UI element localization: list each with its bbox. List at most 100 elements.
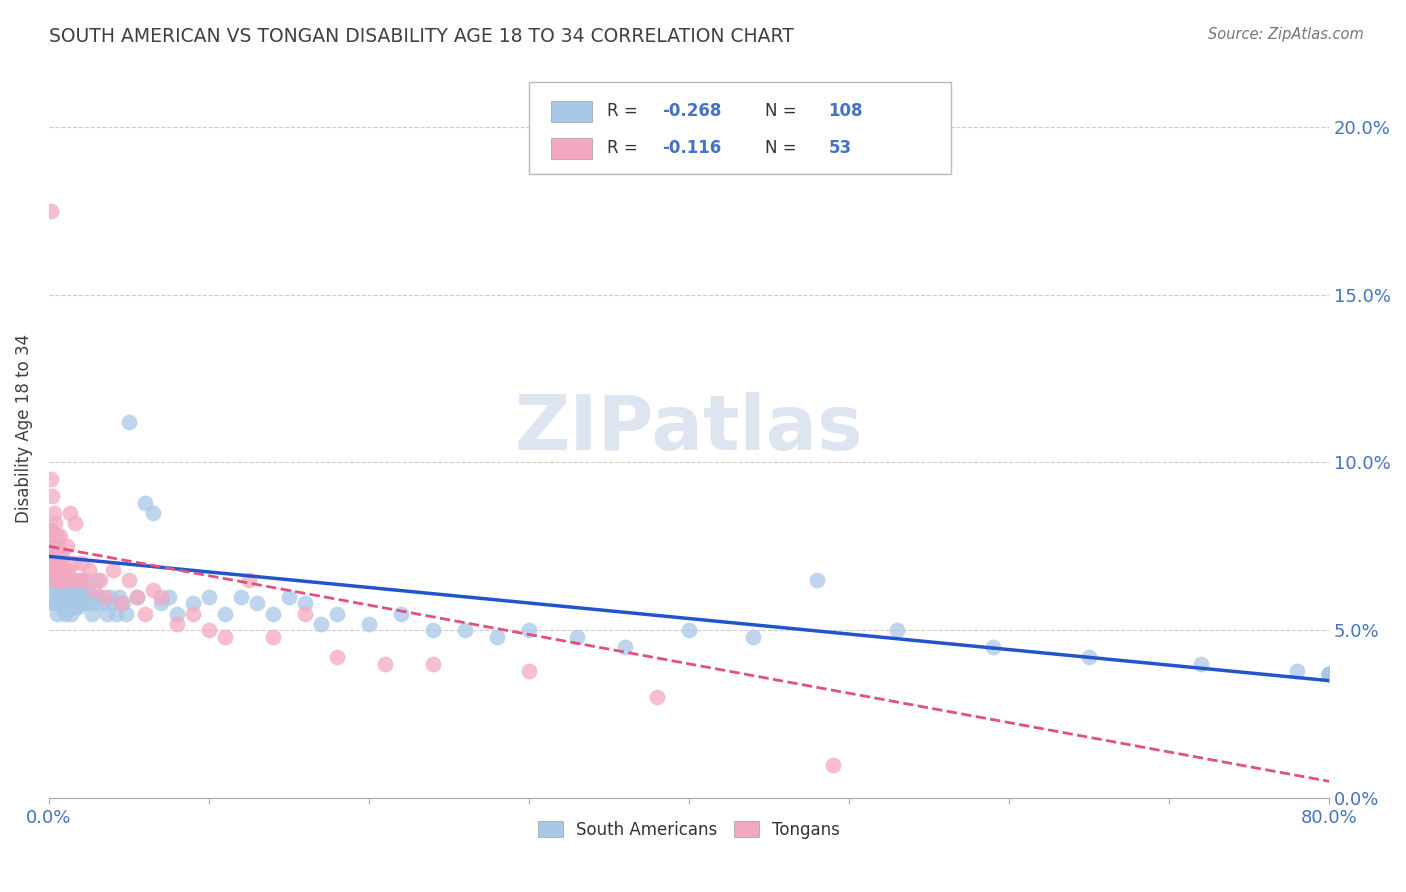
- Point: [101, 563, 124, 577]
- Point: [96, 607, 118, 621]
- Point: [181, 596, 204, 610]
- Text: 108: 108: [828, 103, 863, 120]
- Point: [42, 580, 65, 594]
- Point: [89, 590, 111, 604]
- Point: [53, 607, 76, 621]
- Point: [422, 657, 444, 671]
- Point: [108, 590, 131, 604]
- Point: [83, 582, 105, 597]
- Point: [278, 590, 301, 604]
- Text: -0.116: -0.116: [662, 139, 721, 157]
- Point: [149, 590, 172, 604]
- Point: [294, 607, 316, 621]
- Point: [49, 549, 72, 564]
- Point: [262, 630, 284, 644]
- Point: [77, 590, 100, 604]
- Point: [48, 596, 70, 610]
- Point: [73, 573, 96, 587]
- Point: [41, 563, 63, 577]
- Point: [53, 573, 76, 587]
- Point: [39, 523, 62, 537]
- Point: [59, 506, 82, 520]
- Point: [42, 549, 65, 564]
- Point: [742, 630, 765, 644]
- Point: [1317, 667, 1340, 681]
- Point: [60, 590, 83, 604]
- Point: [39, 472, 62, 486]
- Point: [59, 599, 82, 614]
- Point: [52, 599, 75, 614]
- Point: [65, 590, 87, 604]
- Point: [67, 590, 90, 604]
- Point: [53, 563, 76, 577]
- Point: [66, 573, 89, 587]
- Point: [1078, 650, 1101, 665]
- Point: [49, 596, 72, 610]
- Point: [86, 596, 108, 610]
- Point: [1189, 657, 1212, 671]
- Point: [63, 582, 86, 597]
- Point: [39, 540, 62, 554]
- Point: [1317, 667, 1340, 681]
- Point: [134, 607, 156, 621]
- Point: [94, 590, 117, 604]
- Point: [46, 563, 69, 577]
- Point: [198, 590, 221, 604]
- Point: [125, 590, 148, 604]
- Point: [614, 640, 637, 654]
- Text: Source: ZipAtlas.com: Source: ZipAtlas.com: [1208, 27, 1364, 42]
- Point: [46, 582, 69, 597]
- Point: [51, 573, 73, 587]
- Point: [82, 607, 104, 621]
- Point: [75, 596, 97, 610]
- Point: [52, 582, 75, 597]
- Point: [39, 203, 62, 218]
- Point: [326, 607, 349, 621]
- Point: [62, 596, 84, 610]
- Point: [238, 573, 260, 587]
- Point: [41, 549, 63, 564]
- Point: [48, 540, 70, 554]
- Point: [46, 607, 69, 621]
- Point: [79, 596, 101, 610]
- Point: [166, 616, 188, 631]
- Point: [823, 757, 845, 772]
- Point: [60, 607, 83, 621]
- Point: [214, 630, 236, 644]
- Point: [357, 616, 380, 631]
- Text: SOUTH AMERICAN VS TONGAN DISABILITY AGE 18 TO 34 CORRELATION CHART: SOUTH AMERICAN VS TONGAN DISABILITY AGE …: [49, 27, 794, 45]
- Point: [53, 590, 76, 604]
- Point: [63, 516, 86, 530]
- Point: [59, 582, 82, 597]
- Point: [262, 607, 284, 621]
- Point: [101, 596, 124, 610]
- Point: [42, 563, 65, 577]
- Point: [326, 650, 349, 665]
- Point: [1317, 667, 1340, 681]
- Legend: South Americans, Tongans: South Americans, Tongans: [531, 814, 846, 846]
- FancyBboxPatch shape: [529, 82, 952, 174]
- Point: [454, 624, 477, 638]
- Point: [309, 616, 332, 631]
- Point: [44, 573, 66, 587]
- Point: [105, 607, 128, 621]
- Point: [114, 607, 136, 621]
- Point: [41, 540, 63, 554]
- Text: ZIPatlas: ZIPatlas: [515, 392, 863, 466]
- Point: [49, 563, 72, 577]
- Point: [149, 596, 172, 610]
- Point: [42, 540, 65, 554]
- Point: [125, 590, 148, 604]
- Text: 53: 53: [828, 139, 852, 157]
- Point: [166, 607, 188, 621]
- Point: [89, 573, 111, 587]
- Point: [41, 596, 63, 610]
- Point: [229, 590, 252, 604]
- Text: R =: R =: [607, 139, 643, 157]
- Point: [49, 563, 72, 577]
- Y-axis label: Disability Age 18 to 34: Disability Age 18 to 34: [15, 334, 32, 524]
- Point: [42, 506, 65, 520]
- Point: [422, 624, 444, 638]
- Point: [51, 549, 73, 564]
- Point: [142, 582, 165, 597]
